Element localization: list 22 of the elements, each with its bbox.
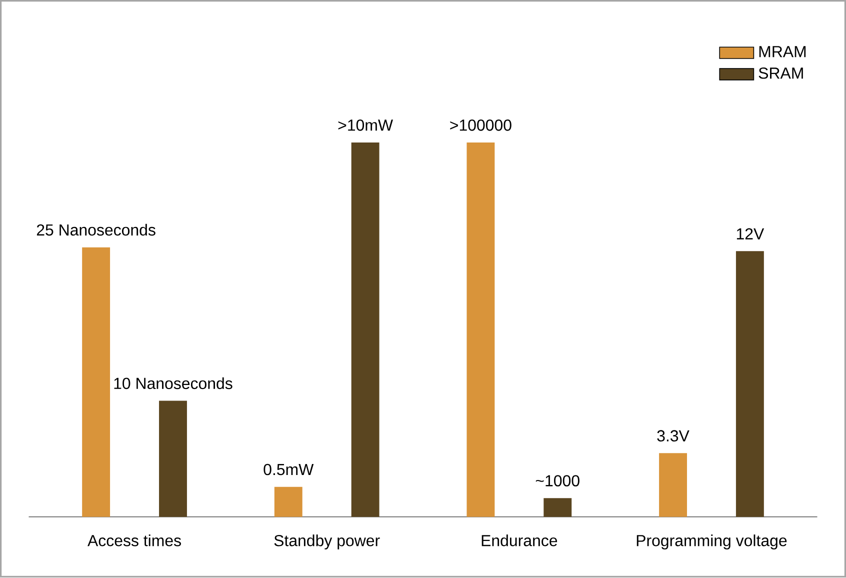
legend-label: MRAM xyxy=(759,46,806,58)
annotation: 25 Nanoseconds xyxy=(36,224,156,236)
bar xyxy=(659,453,687,518)
x-tick-label: Access times xyxy=(88,534,181,546)
annotation: 0.5mW xyxy=(264,464,314,476)
bar xyxy=(159,401,187,518)
annotation: ~1000 xyxy=(536,475,580,487)
legend-label: SRAM xyxy=(758,68,803,80)
annotation: 3.3V xyxy=(657,430,690,442)
bar xyxy=(351,142,380,518)
bar xyxy=(466,142,495,518)
bar xyxy=(82,248,110,518)
annotation: 12V xyxy=(736,228,764,240)
bar xyxy=(736,251,764,518)
bar xyxy=(274,487,302,518)
x-tick-label: Standby power xyxy=(274,534,380,550)
x-tick-label: Endurance xyxy=(482,534,558,546)
bar xyxy=(544,498,572,518)
text: >10mW xyxy=(338,120,393,132)
x-tick-label: Programming voltage xyxy=(636,534,787,550)
annotation: 10 Nanoseconds xyxy=(114,378,232,390)
text: >100000 xyxy=(450,120,512,132)
